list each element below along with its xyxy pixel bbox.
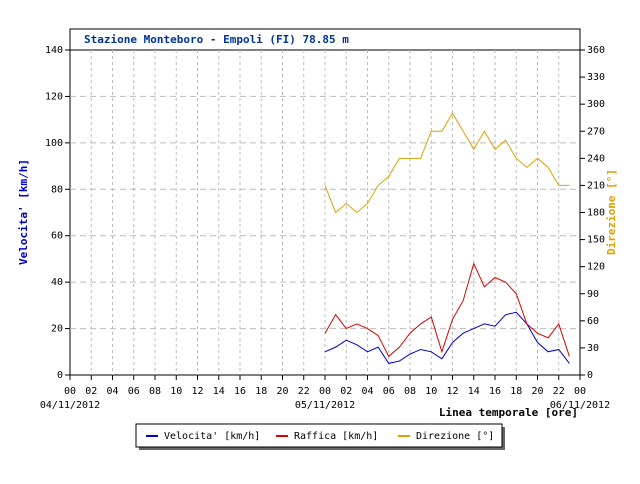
x-tick-label: 16 (234, 386, 246, 397)
x-tick-label: 00 (319, 386, 331, 397)
x-tick-label: 08 (149, 386, 161, 397)
x-tick-label: 20 (531, 386, 543, 397)
date-label: 04/11/2012 (40, 400, 100, 411)
x-tick-label: 14 (468, 386, 480, 397)
x-tick-label: 02 (340, 386, 352, 397)
x-tick-label: 18 (510, 386, 522, 397)
legend (135, 423, 503, 448)
x-tick-label: 06 (128, 386, 140, 397)
x-tick-label: 20 (276, 386, 288, 397)
x-tick-label: 06 (383, 386, 395, 397)
x-tick-label: 12 (191, 386, 203, 397)
x-tick-label: 10 (425, 386, 437, 397)
y2-tick-label: 300 (587, 99, 605, 110)
x-tick-label: 14 (213, 386, 225, 397)
series-line (324, 262, 570, 358)
series-line (324, 311, 570, 364)
y2-tick-label: 360 (587, 45, 605, 56)
y-tick-label: 40 (51, 277, 63, 288)
y2-tick-label: 30 (587, 343, 599, 354)
y2-tick-label: 60 (587, 316, 599, 327)
legend-label: Raffica [km/h] (294, 431, 378, 442)
y2-tick-label: 150 (587, 235, 605, 246)
x-tick-label: 00 (64, 386, 76, 397)
y-tick-label: 60 (51, 231, 63, 242)
y-tick-label: 100 (45, 138, 63, 149)
y2-tick-label: 240 (587, 153, 605, 164)
x-axis-label: Linea temporale [ore] (439, 406, 578, 419)
chart-title: Stazione Monteboro - Empoli (FI) 78.85 m (84, 33, 349, 46)
y2-tick-label: 210 (587, 180, 605, 191)
y-tick-label: 140 (45, 45, 63, 56)
x-tick-label: 00 (574, 386, 586, 397)
y-tick-label: 20 (51, 324, 63, 335)
date-label: 06/11/2012 (550, 400, 610, 411)
y2-tick-label: 120 (587, 262, 605, 273)
y-axis-label: Velocita' [km/h] (17, 159, 30, 265)
x-tick-label: 08 (404, 386, 416, 397)
y-tick-label: 120 (45, 91, 63, 102)
x-tick-label: 22 (298, 386, 310, 397)
x-tick-label: 10 (170, 386, 182, 397)
y-tick-label: 0 (57, 370, 63, 381)
y2-tick-label: 0 (587, 370, 593, 381)
x-tick-label: 18 (255, 386, 267, 397)
y2-tick-label: 330 (587, 72, 605, 83)
x-tick-label: 04 (361, 386, 373, 397)
y2-tick-label: 180 (587, 208, 605, 219)
x-tick-label: 04 (106, 386, 118, 397)
x-tick-label: 16 (489, 386, 501, 397)
y-tick-label: 80 (51, 184, 63, 195)
x-tick-label: 12 (446, 386, 458, 397)
y2-tick-label: 90 (587, 289, 599, 300)
x-tick-label: 02 (85, 386, 97, 397)
legend-label: Velocita' [km/h] (164, 431, 260, 442)
legend-label: Direzione [°] (416, 431, 494, 442)
x-tick-label: 22 (553, 386, 565, 397)
y2-axis-label: Direzione [°] (605, 169, 618, 255)
y2-tick-label: 270 (587, 126, 605, 137)
series-line (324, 112, 570, 214)
date-label: 05/11/2012 (295, 400, 355, 411)
